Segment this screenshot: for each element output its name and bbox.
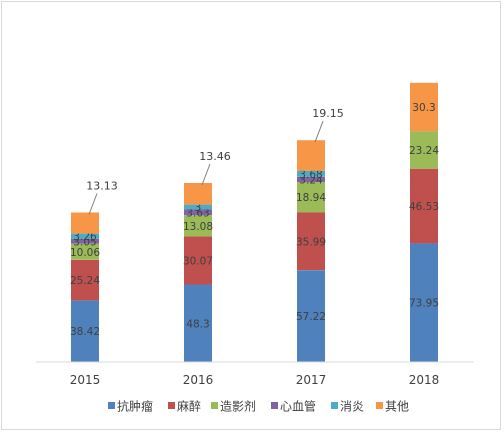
- bar-segment-2018-1: [410, 168, 438, 244]
- callouts-layer: 13.13 13.46 19.15: [86, 107, 344, 215]
- data-label-2016-0: 48.3: [186, 318, 209, 330]
- legend-label-4: 消炎: [340, 400, 364, 414]
- bar-segment-2017-4: [297, 170, 325, 177]
- x-tick-2018: 2018: [409, 373, 440, 387]
- bar-segment-2018-0: [410, 243, 438, 362]
- data-label-2015-2: 10.06: [70, 247, 100, 259]
- legend-swatch-2: [211, 402, 218, 409]
- legend: 抗肿瘤 麻醉 造影剂 心血管 消炎 其他: [108, 399, 409, 414]
- data-label-2016-2: 13.08: [183, 221, 213, 233]
- callout-label-2017: 19.15: [312, 107, 344, 120]
- legend-swatch-4: [331, 402, 338, 409]
- bar-segment-2016-4: [184, 204, 212, 210]
- data-label-2016-4: 3: [195, 202, 202, 214]
- data-label-2018-5: 30.3: [412, 102, 435, 114]
- bar-segment-2016-5: [184, 183, 212, 205]
- bar-segment-2015-0: [71, 300, 99, 362]
- data-label-2015-3: 3.05: [73, 236, 96, 248]
- data-label-2015-1: 25.24: [70, 275, 100, 287]
- bar-segment-2017-0: [297, 270, 325, 362]
- bar-segment-2017-2: [297, 182, 325, 213]
- x-tick-2015: 2015: [70, 373, 101, 387]
- bars-layer: 38.42 25.24 10.063.053.26 48.3 30.07 13.08 3.6…: [70, 82, 439, 362]
- data-label-2017-2: 18.94: [296, 192, 326, 204]
- bar-segment-2017-5: [297, 140, 325, 171]
- data-label-2017-0: 57.22: [296, 311, 326, 323]
- callout-label-2015: 13.13: [86, 180, 118, 193]
- data-label-2015-4: 3.26: [73, 231, 97, 243]
- x-tick-2016: 2016: [183, 373, 214, 387]
- legend-swatch-5: [376, 402, 383, 409]
- data-label-2016-3: 3.63: [186, 207, 209, 219]
- bar-segment-2017-3: [297, 176, 325, 183]
- legend-swatch-3: [271, 402, 278, 409]
- callout-label-2016: 13.46: [199, 150, 231, 163]
- x-tick-2017: 2017: [296, 373, 327, 387]
- legend-label-3: 心血管: [280, 399, 316, 414]
- data-label-2017-1: 35.99: [296, 236, 326, 248]
- legend-swatch-0: [108, 402, 115, 409]
- bar-segment-2015-3: [71, 238, 99, 244]
- callout-leader-2016: [201, 163, 211, 186]
- bar-segment-2018-2: [410, 131, 438, 169]
- bar-segment-2016-2: [184, 215, 212, 237]
- bar-segment-2015-4: [71, 233, 99, 239]
- bar-segment-2015-1: [71, 259, 99, 301]
- bar-segment-2016-0: [184, 284, 212, 362]
- legend-label-5: 其他: [385, 400, 409, 414]
- data-label-2016-1: 30.07: [183, 255, 213, 267]
- bar-segment-2016-1: [184, 236, 212, 285]
- bar-segment-2017-1: [297, 212, 325, 271]
- data-label-2018-0: 73.95: [409, 298, 439, 310]
- legend-label-1: 麻醉: [177, 399, 201, 414]
- data-label-2017-3: 3.24: [299, 175, 323, 187]
- legend-label-0: 抗肿瘤: [117, 399, 153, 414]
- legend-label-2: 造影剂: [220, 399, 256, 414]
- data-label-2015-0: 38.42: [70, 326, 100, 338]
- bar-segment-2016-3: [184, 209, 212, 216]
- data-label-2018-2: 23.24: [409, 145, 439, 157]
- callout-leader-2015: [88, 193, 98, 215]
- callout-leader-2017: [314, 121, 324, 143]
- data-label-2018-1: 46.53: [409, 201, 439, 213]
- bar-segment-2018-5: [410, 82, 438, 132]
- bar-segment-2015-5: [71, 212, 99, 234]
- x-axis-ticks: 2015 2016 2017 2018: [70, 373, 440, 387]
- legend-swatch-1: [168, 402, 175, 409]
- bar-segment-2015-2: [71, 243, 99, 260]
- data-label-2017-4: 3.68: [299, 169, 322, 181]
